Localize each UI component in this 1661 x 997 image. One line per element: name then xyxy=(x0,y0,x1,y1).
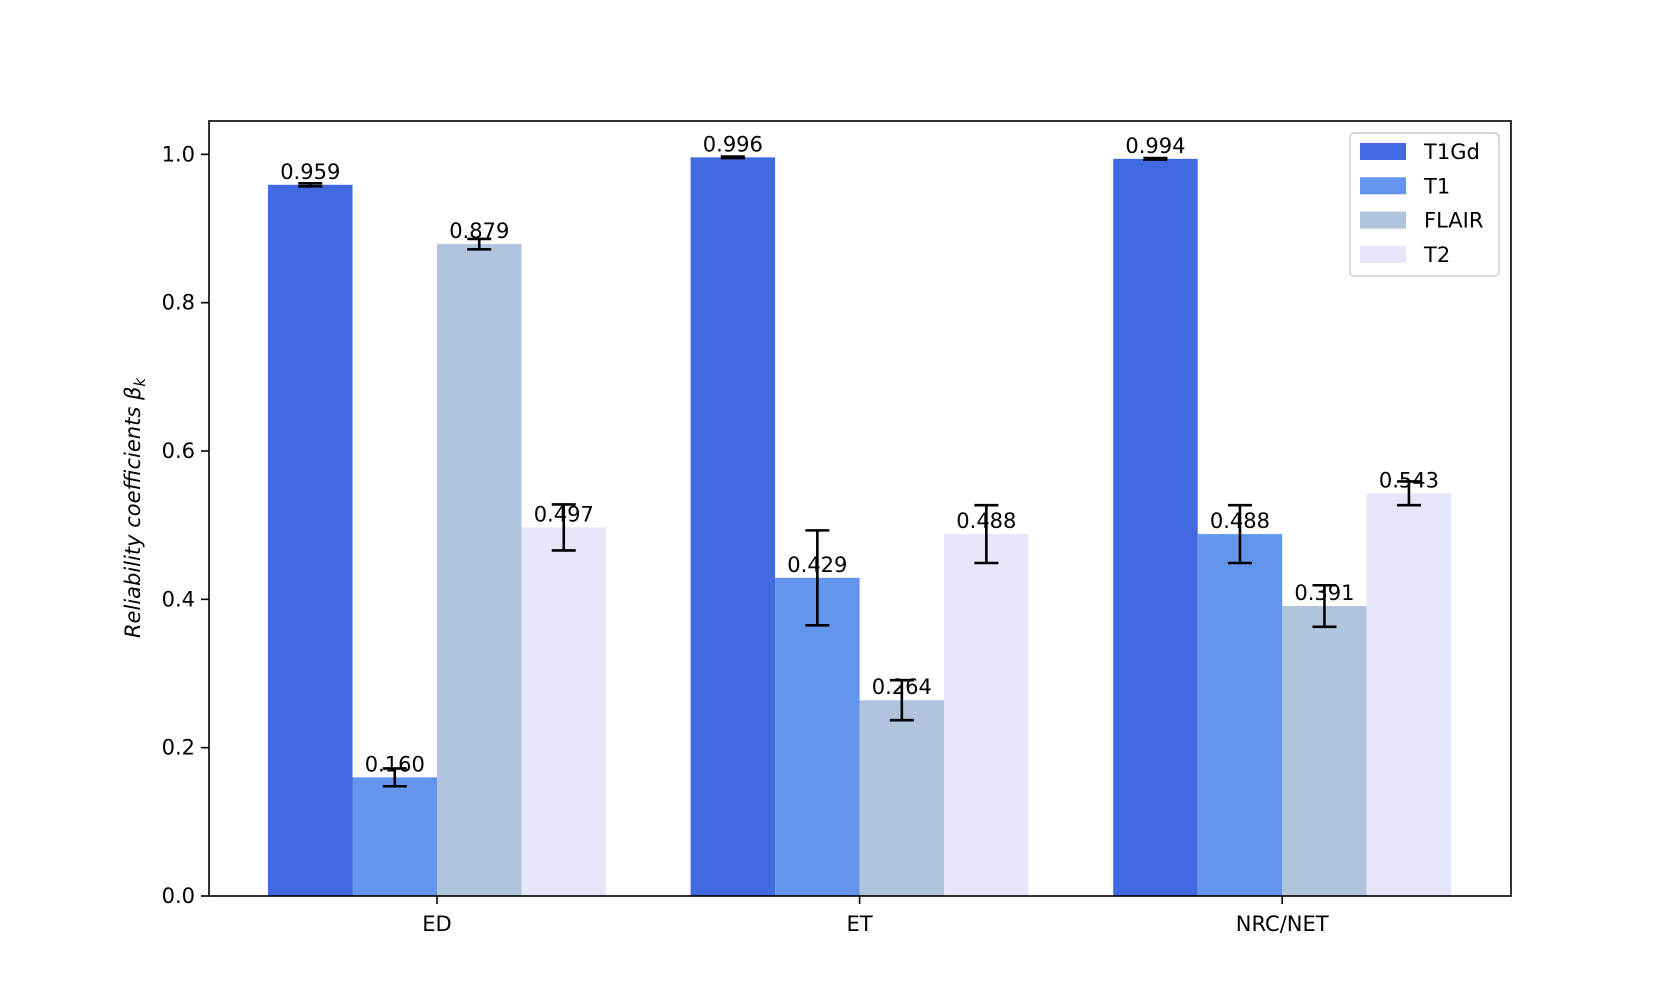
legend-swatch xyxy=(1360,177,1406,195)
data-label-t1-1: 0.429 xyxy=(787,553,847,577)
legend-items: T1Gd T1 FLAIR T2 xyxy=(1360,140,1483,267)
legend-swatch xyxy=(1360,211,1406,229)
error-bar-t1-2 xyxy=(1227,503,1252,565)
legend-label: FLAIR xyxy=(1424,209,1483,233)
error-bar-t2-2 xyxy=(1396,480,1421,507)
error-bar-t2-1 xyxy=(974,503,999,565)
legend: T1Gd T1 FLAIR T2 xyxy=(1349,132,1500,277)
y-tick-label: 0.6 xyxy=(162,439,195,463)
bar-t1gd-1 xyxy=(690,157,776,896)
error-bar-t1gd-1 xyxy=(720,155,745,160)
y-tick-label: 0.8 xyxy=(162,291,195,315)
error-bar-t1gd-0 xyxy=(298,181,323,188)
data-label-flair-2: 0.391 xyxy=(1294,581,1354,605)
error-bars-group xyxy=(298,155,1421,788)
bar-t1-0 xyxy=(352,777,437,896)
legend-swatch xyxy=(1360,245,1406,263)
data-label-flair-0: 0.879 xyxy=(449,219,509,243)
legend-swatch xyxy=(1360,143,1406,160)
error-bar-t1-1 xyxy=(805,529,830,627)
data-label-t1gd-1: 0.996 xyxy=(703,132,763,156)
bar-t1gd-2 xyxy=(1113,158,1198,896)
y-tick-label: 0.2 xyxy=(162,736,195,760)
y-axis-ticks: 0.0 0.2 0.4 0.6 0.8 1.0 xyxy=(162,142,209,908)
legend-label: T1 xyxy=(1423,174,1450,198)
bars-group xyxy=(268,157,1452,896)
y-axis-label-subscript: k xyxy=(131,377,149,387)
data-label-flair-1: 0.264 xyxy=(872,675,932,699)
error-bar-t1gd-2 xyxy=(1143,156,1168,161)
data-label-t1gd-2: 0.994 xyxy=(1125,134,1185,158)
bar-t1gd-0 xyxy=(268,184,353,896)
y-axis-label: Reliability coefficients βk xyxy=(121,377,149,638)
legend-item-t1gd: T1Gd xyxy=(1360,140,1480,164)
data-label-t2-1: 0.488 xyxy=(956,509,1016,533)
data-label-t1-2: 0.488 xyxy=(1210,509,1270,533)
data-label-t1-0: 0.160 xyxy=(365,752,425,776)
data-labels-group: 0.959 0.996 0.994 0.160 0.429 0.488 0.879 0.264… xyxy=(280,132,1439,776)
x-tick-label: NRC/NET xyxy=(1236,912,1329,936)
bar-flair-0 xyxy=(437,244,522,896)
legend-frame xyxy=(1349,132,1500,277)
bar-flair-1 xyxy=(859,700,945,896)
error-bar-flair-0 xyxy=(467,237,492,251)
y-tick-label: 0.4 xyxy=(162,587,195,611)
bar-t2-2 xyxy=(1366,493,1452,896)
error-bar-flair-1 xyxy=(889,678,914,722)
legend-label: T1Gd xyxy=(1423,140,1480,164)
data-label-t2-2: 0.543 xyxy=(1379,468,1439,492)
y-tick-label: 1.0 xyxy=(162,142,195,166)
x-axis-ticks: ED ET NRC/NET xyxy=(422,896,1329,936)
x-tick-label: ET xyxy=(847,912,873,936)
x-tick-label: ED xyxy=(422,912,451,936)
error-bar-t1-0 xyxy=(382,767,407,788)
legend-label: T2 xyxy=(1423,243,1450,267)
data-label-t2-0: 0.497 xyxy=(534,502,594,526)
data-label-t1gd-0: 0.959 xyxy=(280,160,340,184)
bar-t1-1 xyxy=(775,577,860,896)
y-axis-label-text: Reliability coefficients β xyxy=(121,387,145,638)
legend-item-t1: T1 xyxy=(1360,174,1450,198)
legend-item-flair: FLAIR xyxy=(1360,209,1483,233)
y-tick-label: 0.0 xyxy=(162,884,195,908)
error-bar-t2-0 xyxy=(551,503,576,552)
error-bar-flair-2 xyxy=(1312,583,1337,629)
bar-t1-2 xyxy=(1197,534,1283,896)
bar-t2-1 xyxy=(944,534,1029,896)
legend-item-t2: T2 xyxy=(1360,243,1450,267)
bar-flair-2 xyxy=(1282,606,1367,896)
bar-t2-0 xyxy=(521,527,606,896)
